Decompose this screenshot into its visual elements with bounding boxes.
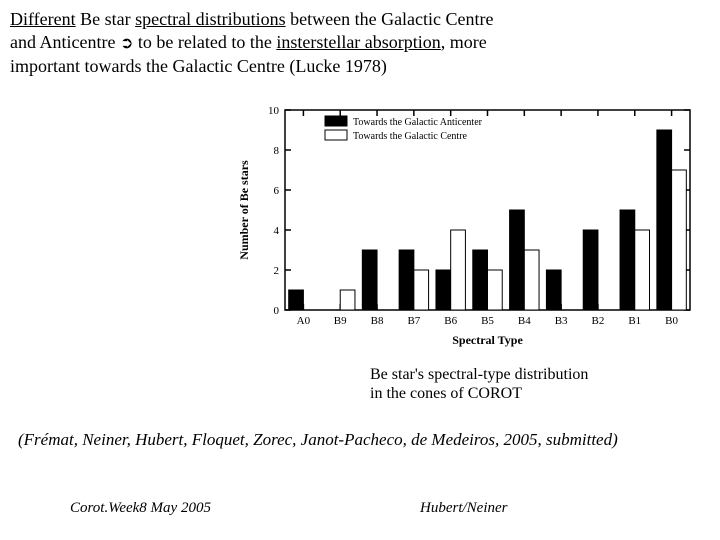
svg-text:B0: B0	[665, 315, 678, 327]
svg-text:0: 0	[274, 305, 280, 317]
intro-text: to be related to the	[133, 32, 276, 52]
intro-word-spectral: spectral distributions	[135, 9, 285, 29]
svg-text:A0: A0	[297, 315, 311, 327]
intro-text: and Anticentre	[10, 32, 120, 52]
svg-text:B5: B5	[481, 315, 494, 327]
footer-right: Hubert/Neiner	[420, 500, 508, 517]
chart-caption: Be star's spectral-type distribution in …	[370, 365, 588, 403]
svg-text:8: 8	[274, 145, 280, 157]
intro-text: Be star	[76, 9, 135, 29]
svg-text:10: 10	[268, 105, 280, 117]
footer-left: Corot.Week8 May 2005	[70, 500, 211, 517]
svg-text:2: 2	[274, 265, 280, 277]
svg-text:B6: B6	[444, 315, 457, 327]
spectral-type-chart: 0 2 4 6 8 10 A0 B9 B8 B7 B6 B5 B4 B3 B2 B1 B0 Spectral Ty…	[230, 100, 700, 350]
svg-text:6: 6	[274, 185, 280, 197]
intro-word-different: Different	[10, 9, 76, 29]
svg-text:Towards the Galactic Centre: Towards the Galactic Centre	[353, 131, 468, 142]
svg-text:Spectral Type: Spectral Type	[452, 333, 523, 347]
svg-text:B1: B1	[628, 315, 641, 327]
intro-text: between the Galactic Centre	[286, 9, 494, 29]
arrow-icon: ➲	[120, 35, 133, 52]
svg-text:B7: B7	[407, 315, 420, 327]
citation-text: (Frémat, Neiner, Hubert, Floquet, Zorec,…	[18, 430, 618, 450]
intro-text: important towards the Galactic Centre (L…	[10, 56, 387, 76]
intro-text: , more	[441, 32, 487, 52]
intro-paragraph: Different Be star spectral distributions…	[10, 8, 710, 79]
svg-text:4: 4	[274, 225, 280, 237]
intro-word-absorption: insterstellar absorption	[276, 32, 440, 52]
svg-text:B8: B8	[371, 315, 384, 327]
svg-text:B2: B2	[592, 315, 605, 327]
svg-text:B3: B3	[555, 315, 568, 327]
svg-text:B4: B4	[518, 315, 531, 327]
svg-text:B9: B9	[334, 315, 347, 327]
svg-text:Number of Be stars: Number of Be stars	[237, 160, 251, 260]
caption-line: in the cones of COROT	[370, 385, 522, 402]
caption-line: Be star's spectral-type distribution	[370, 366, 588, 383]
svg-text:Towards the Galactic Anticente: Towards the Galactic Anticenter	[353, 117, 483, 128]
